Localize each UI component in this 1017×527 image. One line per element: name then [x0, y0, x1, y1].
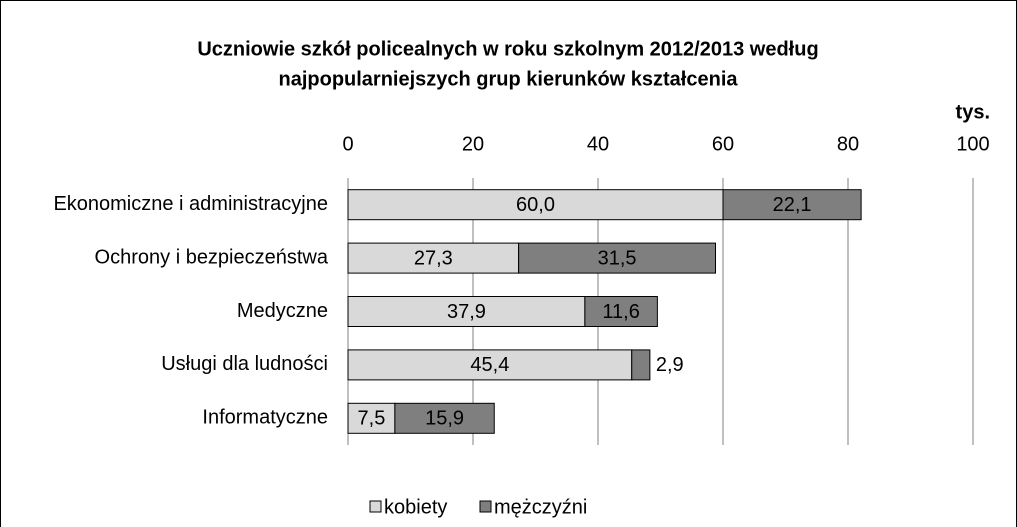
y-tick-label: Ekonomiczne i administracyjne: [53, 193, 328, 215]
bar-segment: [347, 402, 396, 434]
x-tick-label: 100: [956, 133, 989, 155]
y-tick-label: Informatyczne: [202, 407, 328, 429]
legend-label: kobiety: [384, 496, 447, 518]
bar-segment: [631, 349, 651, 381]
bar-segment: [347, 349, 633, 381]
legend-swatch: [369, 500, 382, 513]
bar-segment: [584, 296, 658, 327]
value-label: 60,0: [516, 194, 555, 216]
chart-title: Uczniowie szkół policealnych w roku szko…: [197, 38, 818, 60]
bar-segment: [347, 296, 586, 327]
x-tick-label: 80: [837, 133, 859, 155]
value-label: 37,9: [447, 301, 486, 323]
value-label: 27,3: [414, 247, 453, 269]
value-label: 7,5: [358, 408, 386, 430]
value-label: 11,6: [602, 301, 639, 323]
value-label: 22,1: [773, 194, 812, 216]
y-tick-label: Usługi dla ludności: [161, 353, 328, 375]
bar-segment: [518, 242, 716, 274]
y-tick-label: Medyczne: [237, 300, 328, 322]
x-tick-label: 20: [462, 133, 484, 155]
x-tick-label: 60: [712, 133, 734, 155]
legend-label: mężczyźni: [494, 496, 587, 518]
legend-swatch: [479, 500, 492, 513]
y-tick-label: Ochrony i bezpieczeństwa: [95, 246, 329, 268]
bar-segment: [722, 189, 862, 221]
bar-segment: [347, 242, 520, 274]
bar-segment: [394, 402, 495, 434]
x-axis-label: tys.: [956, 101, 990, 123]
value-label: 31,5: [598, 247, 637, 269]
chart-subtitle: najpopularniejszych grup kierunków kszta…: [278, 68, 738, 90]
x-tick-label: 40: [587, 133, 609, 155]
value-label: 2,9: [656, 354, 684, 376]
value-label: 45,4: [470, 354, 509, 376]
value-label: 15,9: [425, 408, 464, 430]
x-tick-label: 0: [342, 133, 353, 155]
